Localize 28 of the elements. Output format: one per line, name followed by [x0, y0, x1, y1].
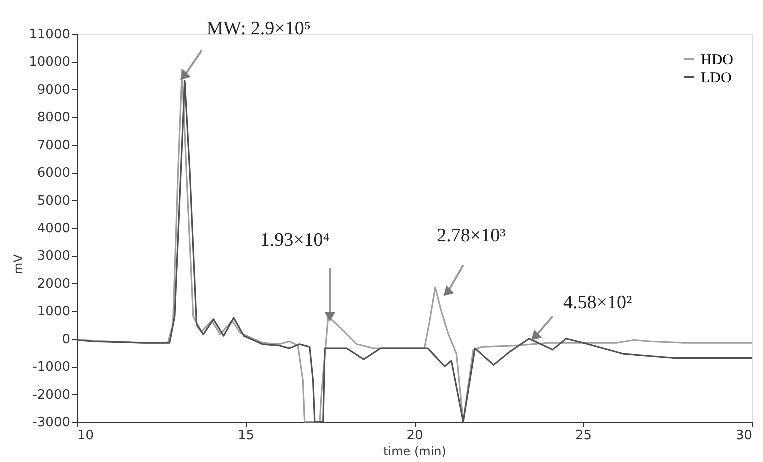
y-tick-label: 6000	[37, 166, 70, 182]
y-tick-label: -1000	[32, 360, 70, 376]
x-axis-title: time (min)	[384, 444, 446, 458]
x-tick-label: 25	[575, 428, 592, 444]
y-tick-label: 5000	[37, 194, 70, 209]
y-tick-label: 2000	[37, 276, 70, 292]
x-tick-label: 30	[736, 428, 752, 444]
y-tick-label: 8000	[37, 110, 70, 126]
y-tick-label: 0	[62, 332, 70, 348]
annotation: MW: 2.9×10⁵	[206, 18, 311, 40]
y-tick-label: 7000	[37, 138, 70, 154]
annotation: 1.93×10⁴	[260, 230, 330, 252]
y-tick-label: 1000	[37, 304, 70, 320]
x-tick-label: 15	[238, 428, 255, 444]
y-tick-label: 11000	[29, 28, 70, 42]
y-axis-title: mV	[12, 254, 26, 274]
x-tick-label: 10	[78, 428, 94, 444]
annotation: 2.78×10³	[437, 225, 506, 246]
x-tick-label: 20	[406, 428, 424, 444]
legend-label: LDO	[701, 70, 732, 86]
y-tick-label: 4000	[37, 222, 70, 236]
y-tick-label: -2000	[32, 388, 70, 403]
y-tick-label: 3000	[37, 249, 70, 264]
y-tick-label: 9000	[37, 82, 70, 98]
y-tick-label: 10000	[29, 55, 70, 70]
legend-label: HDO	[701, 52, 734, 68]
annotation: 4.58×10²	[564, 292, 633, 314]
y-tick-label: -3000	[32, 416, 70, 430]
